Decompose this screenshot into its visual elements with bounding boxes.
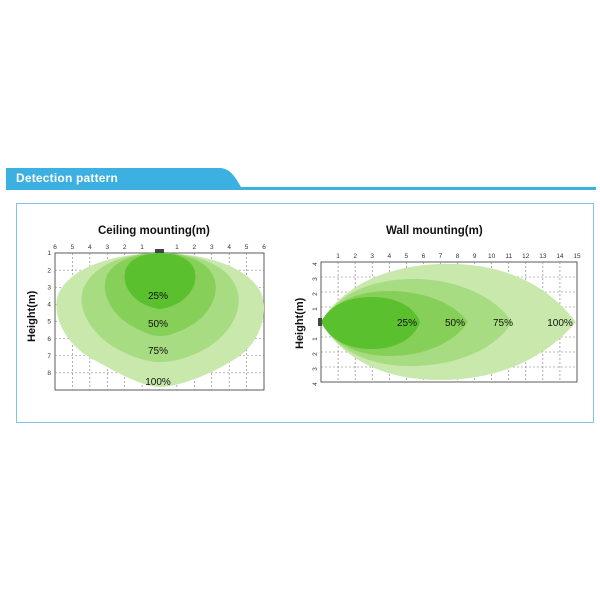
wall-y-tick-label: 1 — [312, 337, 319, 341]
wall-zone-label-75: 75% — [493, 318, 513, 329]
wall-x-tick-label: 4 — [387, 253, 391, 260]
ceiling-zone-label-25: 25% — [148, 291, 168, 302]
ceiling-x-tick-label: 3 — [105, 244, 109, 251]
wall-zone-25 — [321, 297, 420, 349]
wall-zone-label-25: 25% — [397, 318, 417, 329]
wall-x-tick-label: 14 — [556, 253, 564, 260]
wall-y-tick-label: 1 — [312, 307, 319, 311]
wall-x-tick-label: 2 — [353, 253, 357, 260]
wall-y-tick-label: 2 — [312, 352, 319, 356]
ceiling-y-tick-label: 3 — [47, 284, 51, 291]
ceiling-x-tick-label: 5 — [71, 244, 75, 251]
wall-x-tick-label: 1 — [336, 253, 340, 260]
ceiling-x-tick-label: 6 — [53, 244, 57, 251]
ceiling-y-tick-label: 2 — [47, 267, 51, 274]
ceiling-y-tick-label: 6 — [47, 336, 51, 343]
ceiling-zone-label-100: 100% — [145, 377, 171, 388]
ceiling-zone-25 — [124, 253, 196, 309]
wall-zone-label-100: 100% — [547, 318, 573, 329]
ceiling-x-tick-label: 3 — [210, 244, 214, 251]
ceiling-y-tick-label: 5 — [47, 319, 51, 326]
ceiling-chart-title: Ceiling mounting(m) — [98, 225, 210, 237]
wall-sensor-icon — [318, 318, 322, 326]
wall-x-tick-label: 8 — [456, 253, 460, 260]
wall-diagram: 25% 50% 75% 100% 1 2 3 4 5 6 7 8 9 10 11 12 13 14 15 4… — [312, 253, 581, 386]
wall-y-tick-label: 2 — [312, 292, 319, 296]
wall-y-tick-label: 4 — [312, 382, 319, 386]
wall-x-tick-label: 6 — [422, 253, 426, 260]
ceiling-x-tick-label: 4 — [227, 244, 231, 251]
ceiling-sensor-icon — [155, 249, 164, 253]
ceiling-y-tick-label: 7 — [47, 353, 51, 360]
section-header: Detection pattern — [6, 168, 596, 190]
wall-x-ticks: 1 2 3 4 5 6 7 8 9 10 11 12 13 14 15 — [336, 253, 581, 260]
wall-x-tick-label: 3 — [370, 253, 374, 260]
ceiling-x-tick-label: 6 — [262, 244, 266, 251]
ceiling-x-tick-label: 1 — [175, 244, 179, 251]
wall-ylabel: Height(m) — [294, 297, 306, 349]
wall-x-tick-label: 12 — [522, 253, 530, 260]
ceiling-x-tick-label: 1 — [140, 244, 144, 251]
wall-chart-title: Wall mounting(m) — [386, 225, 483, 237]
ceiling-y-ticks: 1 2 3 4 5 6 7 8 — [47, 250, 51, 377]
wall-x-tick-label: 5 — [405, 253, 409, 260]
wall-x-tick-label: 10 — [488, 253, 496, 260]
ceiling-y-tick-label: 8 — [47, 370, 51, 377]
ceiling-y-tick-label: 1 — [47, 250, 51, 257]
wall-x-tick-label: 13 — [539, 253, 547, 260]
wall-y-ticks: 4 3 2 1 1 2 3 4 — [312, 262, 319, 386]
ceiling-x-tick-label: 4 — [88, 244, 92, 251]
ceiling-zone-label-50: 50% — [148, 319, 168, 330]
ceiling-x-tick-label: 2 — [123, 244, 127, 251]
wall-y-tick-label: 3 — [312, 277, 319, 281]
ceiling-diagram: 25% 50% 75% 100% 6 5 4 3 2 1 1 2 3 4 5 6 1 2 3 4 5 6 7 8 — [47, 244, 266, 391]
section-header-shape — [6, 168, 596, 190]
wall-x-tick-label: 11 — [505, 253, 512, 260]
wall-x-tick-label: 15 — [573, 253, 581, 260]
wall-y-tick-label: 3 — [312, 367, 319, 371]
ceiling-x-ticks: 6 5 4 3 2 1 1 2 3 4 5 6 — [53, 244, 266, 251]
ceiling-y-tick-label: 4 — [47, 302, 51, 309]
wall-zone-label-50: 50% — [445, 318, 465, 329]
ceiling-zone-label-75: 75% — [148, 346, 168, 357]
ceiling-x-tick-label: 2 — [193, 244, 197, 251]
wall-x-tick-label: 9 — [473, 253, 477, 260]
wall-x-tick-label: 7 — [439, 253, 443, 260]
ceiling-x-tick-label: 5 — [245, 244, 249, 251]
section-title: Detection pattern — [16, 171, 119, 185]
detection-panel — [16, 203, 594, 423]
wall-y-tick-label: 4 — [312, 262, 319, 266]
